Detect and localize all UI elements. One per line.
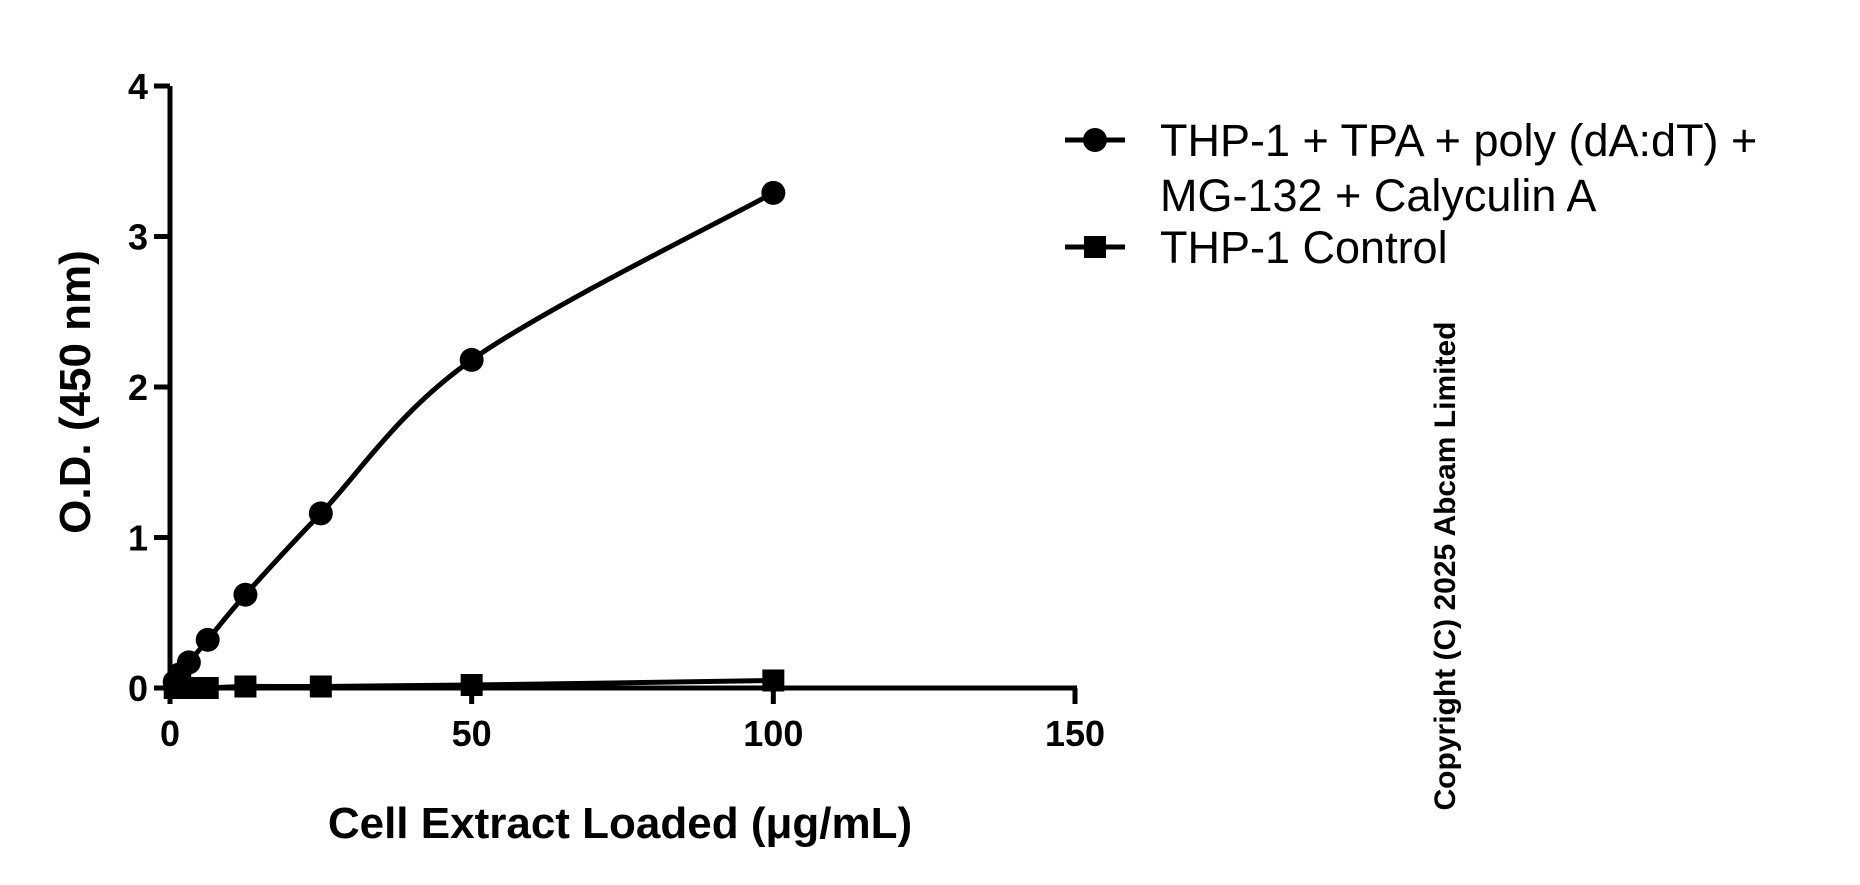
- ticks: 0 50 100 150 0 1 2 3 4: [128, 66, 1105, 754]
- series-layer: [162, 180, 786, 699]
- y-tick-label: 2: [128, 367, 148, 408]
- legend-entry-2: THP-1 Control: [1065, 222, 1448, 273]
- legend-marker-circle: [1083, 128, 1107, 152]
- series-line: [172, 190, 775, 684]
- legend-label: THP-1 + TPA + poly (dA:dT) +: [1160, 115, 1757, 166]
- x-axis-title: Cell Extract Loaded (μg/mL): [328, 799, 912, 848]
- legend: THP-1 + TPA + poly (dA:dT) +MG-132 + Cal…: [1065, 115, 1757, 273]
- copyright-text: Copyright (C) 2025 Abcam Limited: [1429, 322, 1462, 811]
- x-tick-label: 100: [743, 713, 803, 754]
- x-tick-label: 0: [160, 713, 180, 754]
- data-point-circle: [233, 582, 258, 607]
- data-point-circle: [459, 347, 484, 372]
- axes: [167, 86, 1077, 691]
- data-point-square: [177, 677, 200, 699]
- data-point-circle: [308, 501, 333, 526]
- x-tick-label: 50: [452, 713, 492, 754]
- data-point-circle: [761, 180, 786, 205]
- legend-label: MG-132 + Calyculin A: [1160, 170, 1596, 221]
- data-point-square: [460, 673, 483, 696]
- data-point-circle: [195, 627, 220, 652]
- y-tick-label: 3: [128, 217, 148, 258]
- series-1: [162, 180, 786, 694]
- data-point-square: [196, 677, 219, 699]
- y-tick-label: 0: [128, 668, 148, 709]
- y-tick-label: 1: [128, 518, 148, 559]
- data-point-square: [309, 675, 332, 698]
- series-2: [163, 669, 785, 699]
- data-point-circle: [176, 650, 201, 675]
- legend-entry-1: THP-1 + TPA + poly (dA:dT) +MG-132 + Cal…: [1065, 115, 1757, 221]
- legend-label: THP-1 Control: [1160, 222, 1448, 273]
- data-point-square: [234, 675, 257, 698]
- legend-marker-square: [1084, 236, 1106, 258]
- data-point-square: [762, 669, 785, 692]
- y-tick-label: 4: [128, 66, 148, 107]
- y-axis-title: O.D. (450 nm): [51, 250, 100, 534]
- x-tick-label: 150: [1045, 713, 1105, 754]
